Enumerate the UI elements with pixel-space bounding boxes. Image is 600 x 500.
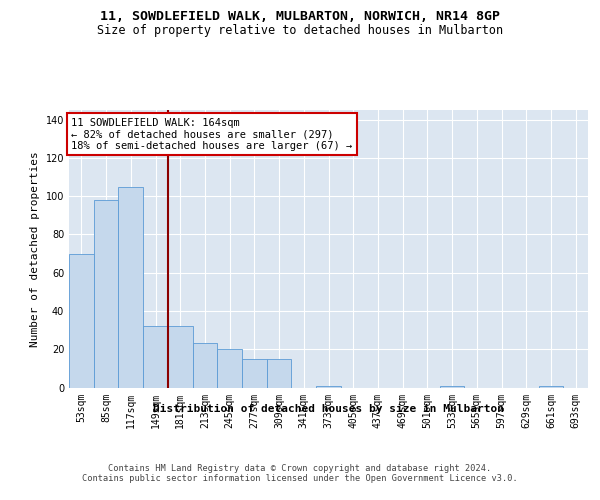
Text: 11, SOWDLEFIELD WALK, MULBARTON, NORWICH, NR14 8GP: 11, SOWDLEFIELD WALK, MULBARTON, NORWICH…	[100, 10, 500, 23]
Bar	[267, 359, 292, 388]
Bar	[217, 349, 242, 388]
Y-axis label: Number of detached properties: Number of detached properties	[30, 151, 40, 346]
Bar	[193, 344, 217, 388]
Bar	[69, 254, 94, 388]
Text: Distribution of detached houses by size in Mulbarton: Distribution of detached houses by size …	[154, 404, 504, 414]
Text: Contains HM Land Registry data © Crown copyright and database right 2024.
Contai: Contains HM Land Registry data © Crown c…	[82, 464, 518, 483]
Bar	[118, 186, 143, 388]
Bar	[539, 386, 563, 388]
Bar	[316, 386, 341, 388]
Bar	[143, 326, 168, 388]
Bar	[440, 386, 464, 388]
Bar	[242, 359, 267, 388]
Bar	[94, 200, 118, 388]
Text: Size of property relative to detached houses in Mulbarton: Size of property relative to detached ho…	[97, 24, 503, 37]
Bar	[168, 326, 193, 388]
Text: 11 SOWDLEFIELD WALK: 164sqm
← 82% of detached houses are smaller (297)
18% of se: 11 SOWDLEFIELD WALK: 164sqm ← 82% of det…	[71, 118, 353, 151]
